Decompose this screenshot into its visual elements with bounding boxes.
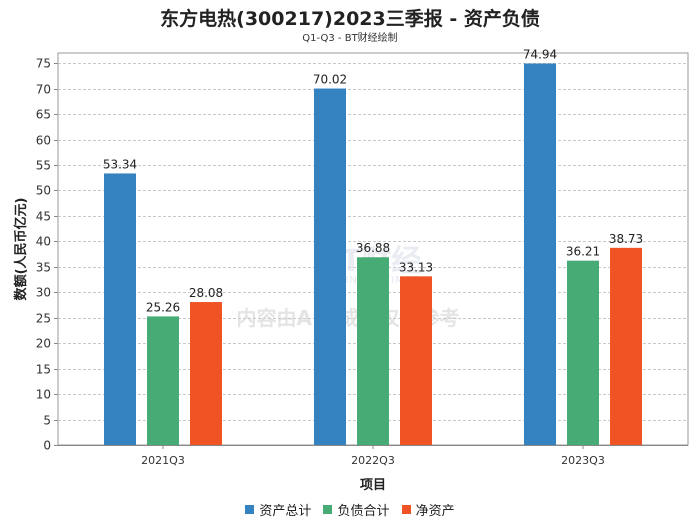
- legend-swatch-total-assets: [245, 505, 255, 514]
- bar-2022Q3-1: [314, 88, 346, 445]
- bar-2021Q3-1: [104, 173, 136, 445]
- legend-item-total-assets[interactable]: 资产总计: [245, 500, 311, 519]
- y-tick-label: 10: [36, 388, 51, 402]
- bar-2022Q3-3: [400, 276, 432, 445]
- data-label: 28.08: [189, 286, 223, 300]
- y-tick-label: 20: [36, 337, 51, 351]
- chart-title: 东方电热(300217)2023三季报 - 资产负债: [160, 8, 540, 30]
- y-tick-label: 5: [43, 414, 51, 428]
- y-tick-label: 65: [36, 108, 51, 122]
- x-tick-label: 2023Q3: [561, 454, 605, 467]
- x-tick-label: 2021Q3: [141, 454, 185, 467]
- chart-subtitle: Q1-Q3 - BT财经绘制: [302, 33, 398, 44]
- y-tick-label: 15: [36, 363, 51, 377]
- data-label: 70.02: [313, 73, 347, 87]
- y-tick-label: 75: [36, 57, 51, 71]
- legend-label-total-assets: 资产总计: [259, 504, 312, 519]
- legend-label-net-assets: 净资产: [415, 504, 455, 519]
- x-tick-label: 2022Q3: [351, 454, 395, 467]
- y-tick-label: 60: [36, 134, 51, 148]
- y-tick-label: 0: [43, 439, 51, 453]
- legend-swatch-total-liabilities: [323, 505, 333, 514]
- bar-2021Q3-3: [190, 302, 222, 445]
- data-label: 33.13: [399, 260, 433, 274]
- y-tick-label: 35: [36, 261, 51, 275]
- data-label: 25.26: [146, 300, 180, 314]
- data-label: 36.21: [566, 245, 600, 259]
- data-label: 38.73: [609, 232, 643, 246]
- y-tick-label: 55: [36, 159, 51, 173]
- y-tick-label: 50: [36, 184, 51, 198]
- legend-label-total-liabilities: 负债合计: [337, 504, 390, 519]
- bar-2021Q3-2: [147, 316, 179, 445]
- data-label: 74.94: [523, 47, 557, 61]
- y-tick-label: 30: [36, 286, 51, 300]
- legend-item-total-liabilities[interactable]: 负债合计: [323, 500, 390, 519]
- y-tick-label: 40: [36, 235, 51, 249]
- bar-2023Q3-3: [610, 247, 642, 445]
- x-axis-title: 项目: [360, 478, 386, 493]
- bar-2022Q3-2: [357, 257, 389, 445]
- y-tick-label: 70: [36, 83, 51, 97]
- bar-2023Q3-2: [567, 260, 599, 445]
- y-tick-label: 25: [36, 312, 51, 326]
- legend-item-net-assets[interactable]: 净资产: [401, 500, 455, 519]
- data-label: 36.88: [356, 241, 390, 255]
- legend-swatch-net-assets: [401, 505, 411, 514]
- legend: 资产总计 负债合计 净资产: [0, 500, 700, 519]
- bar-2023Q3-1: [524, 63, 556, 445]
- data-label: 53.34: [103, 157, 137, 171]
- y-axis-title: 数额(人民币亿元): [13, 198, 29, 301]
- y-tick-label: 45: [36, 210, 51, 224]
